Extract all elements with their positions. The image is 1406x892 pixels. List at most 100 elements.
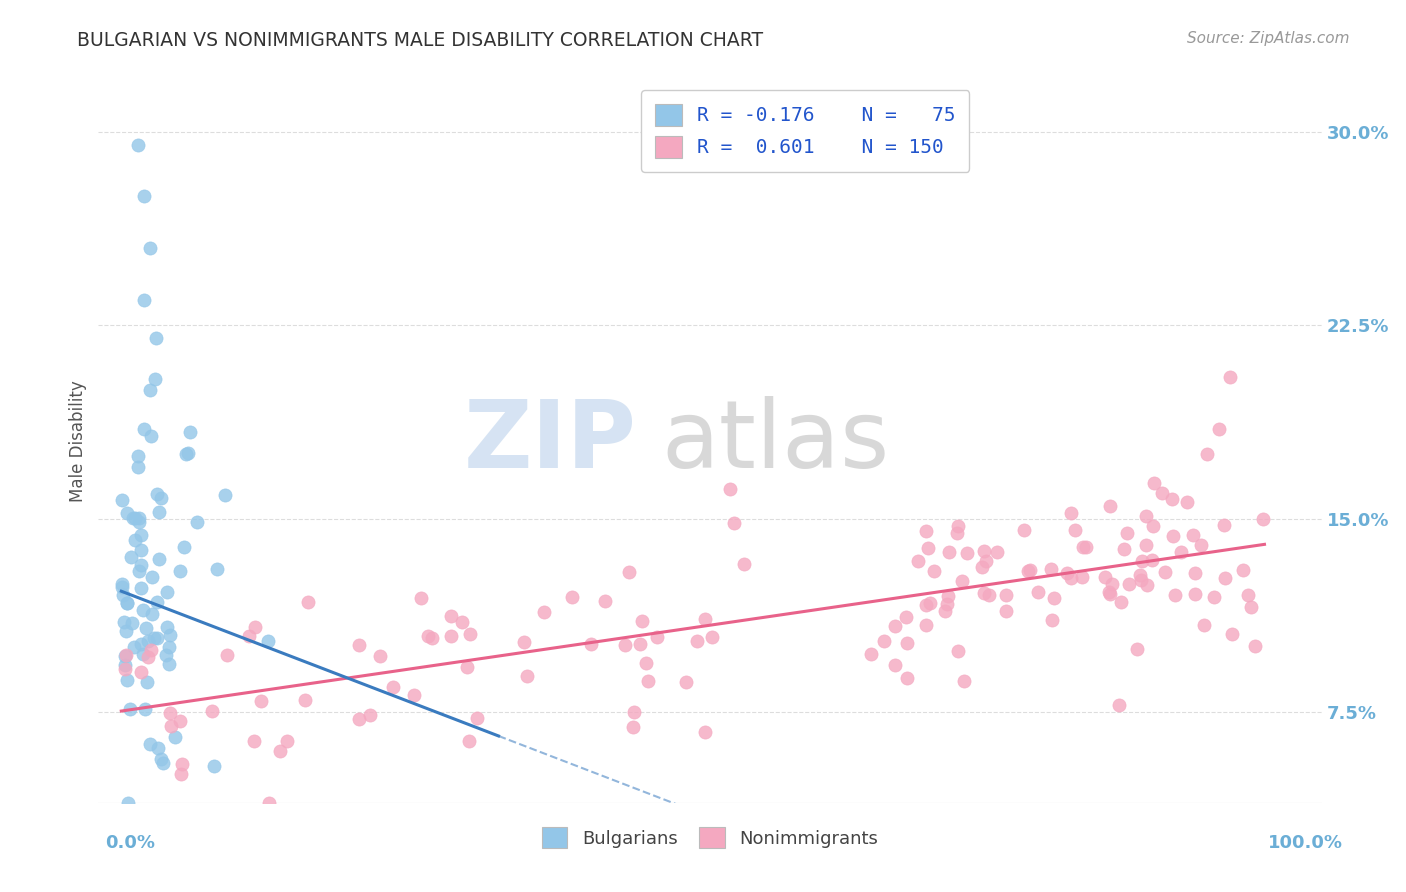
Point — [139, 429, 162, 443]
Point — [631, 614, 654, 628]
Point — [1118, 577, 1140, 591]
Point — [1143, 476, 1166, 491]
Point — [136, 634, 159, 648]
Point — [139, 643, 162, 657]
Point — [948, 519, 970, 533]
Point — [456, 660, 478, 674]
Point — [155, 648, 177, 662]
Point — [156, 584, 179, 599]
Point — [129, 528, 152, 542]
Point — [1064, 523, 1087, 537]
Point — [347, 638, 370, 652]
Point — [257, 796, 280, 810]
Point — [382, 680, 405, 694]
Point — [946, 525, 969, 540]
Point — [157, 640, 180, 654]
Point — [269, 743, 291, 757]
Point — [896, 671, 918, 685]
Point — [623, 705, 645, 719]
Point — [118, 702, 141, 716]
Point — [143, 372, 166, 386]
Point — [1099, 500, 1122, 514]
Point — [1098, 585, 1121, 599]
Point — [297, 594, 319, 608]
Point — [117, 796, 139, 810]
Point — [139, 383, 162, 397]
Point — [465, 711, 488, 725]
Point — [970, 560, 993, 574]
Point — [122, 640, 145, 654]
Point — [922, 565, 945, 579]
Point — [132, 647, 155, 661]
Point — [202, 759, 225, 773]
Point — [1042, 613, 1064, 627]
Point — [1182, 528, 1205, 542]
Point — [1161, 492, 1184, 507]
Point — [243, 733, 266, 747]
Point — [1094, 570, 1116, 584]
Point — [1039, 562, 1062, 576]
Point — [1019, 563, 1042, 577]
Point — [440, 609, 463, 624]
Point — [131, 603, 153, 617]
Point — [1208, 422, 1230, 436]
Point — [1098, 587, 1121, 601]
Point — [458, 626, 481, 640]
Point — [169, 564, 191, 578]
Point — [1244, 640, 1267, 654]
Point — [156, 620, 179, 634]
Point — [112, 615, 135, 629]
Point — [165, 730, 187, 744]
Point — [1197, 447, 1219, 461]
Point — [347, 712, 370, 726]
Point — [141, 570, 163, 584]
Point — [995, 588, 1018, 602]
Point — [1116, 526, 1139, 541]
Point — [418, 629, 440, 643]
Point — [139, 737, 162, 751]
Point — [124, 510, 146, 524]
Point — [179, 425, 201, 439]
Point — [1170, 545, 1192, 559]
Point — [134, 189, 156, 203]
Point — [914, 598, 936, 612]
Point — [956, 546, 979, 560]
Point — [127, 460, 149, 475]
Point — [1026, 585, 1049, 599]
Point — [404, 688, 426, 702]
Point — [733, 557, 755, 571]
Point — [148, 552, 170, 566]
Point — [110, 493, 132, 508]
Point — [915, 618, 938, 632]
Point — [114, 649, 136, 664]
Point — [420, 631, 443, 645]
Point — [127, 137, 149, 152]
Point — [979, 588, 1001, 602]
Point — [294, 693, 316, 707]
Point — [636, 656, 658, 670]
Point — [145, 331, 167, 345]
Point — [1043, 591, 1066, 605]
Point — [1135, 509, 1157, 524]
Point — [1135, 537, 1157, 551]
Point — [1129, 574, 1152, 588]
Point — [124, 533, 146, 547]
Point — [111, 576, 134, 591]
Point — [127, 449, 149, 463]
Point — [896, 636, 918, 650]
Y-axis label: Male Disability: Male Disability — [69, 381, 87, 502]
Point — [1251, 512, 1274, 526]
Point — [1017, 565, 1039, 579]
Point — [215, 648, 238, 662]
Point — [935, 597, 957, 611]
Point — [1060, 571, 1083, 585]
Point — [1163, 529, 1185, 543]
Point — [111, 580, 134, 594]
Point — [1152, 485, 1174, 500]
Point — [114, 648, 136, 663]
Point — [169, 714, 191, 729]
Point — [513, 634, 536, 648]
Point — [136, 675, 159, 690]
Point — [1142, 519, 1164, 533]
Text: atlas: atlas — [661, 395, 890, 488]
